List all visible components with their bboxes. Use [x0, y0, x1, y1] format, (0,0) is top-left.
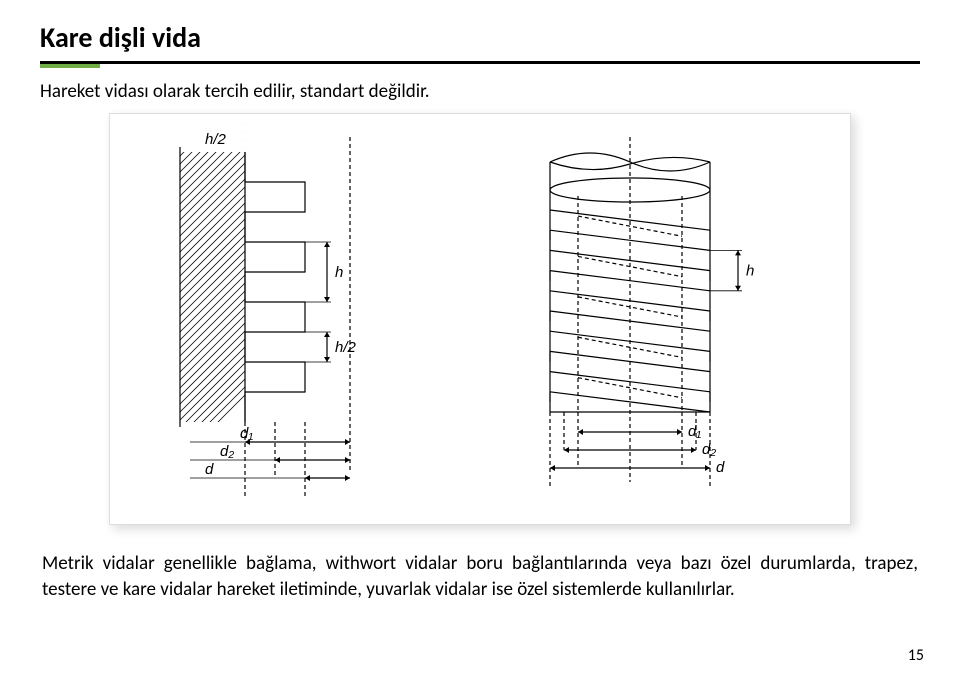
svg-text:h/2: h/2 [335, 339, 357, 356]
title-rule [40, 61, 920, 64]
title-accent [40, 64, 100, 68]
svg-text:h/2: h/2 [205, 131, 227, 148]
svg-text:d: d [205, 461, 214, 478]
thread-diagram: h/2hh/2d₁d₂dhd₁d₂d [120, 122, 820, 522]
figure-frame: h/2hh/2d₁d₂dhd₁d₂d [109, 113, 851, 525]
page-number: 15 [908, 646, 924, 665]
svg-text:d₁: d₁ [240, 425, 253, 442]
subtitle-text: Hareket vidası olarak tercih edilir, sta… [40, 80, 920, 103]
body-paragraph: Metrik vidalar genellikle bağlama, withw… [42, 551, 918, 602]
svg-text:h: h [746, 263, 754, 280]
svg-text:h: h [335, 264, 343, 281]
svg-text:d: d [716, 459, 725, 476]
svg-text:d₁: d₁ [688, 423, 701, 440]
svg-text:d₂: d₂ [702, 441, 716, 458]
svg-text:d₂: d₂ [220, 443, 234, 460]
page-title: Kare dişli vida [40, 20, 920, 55]
